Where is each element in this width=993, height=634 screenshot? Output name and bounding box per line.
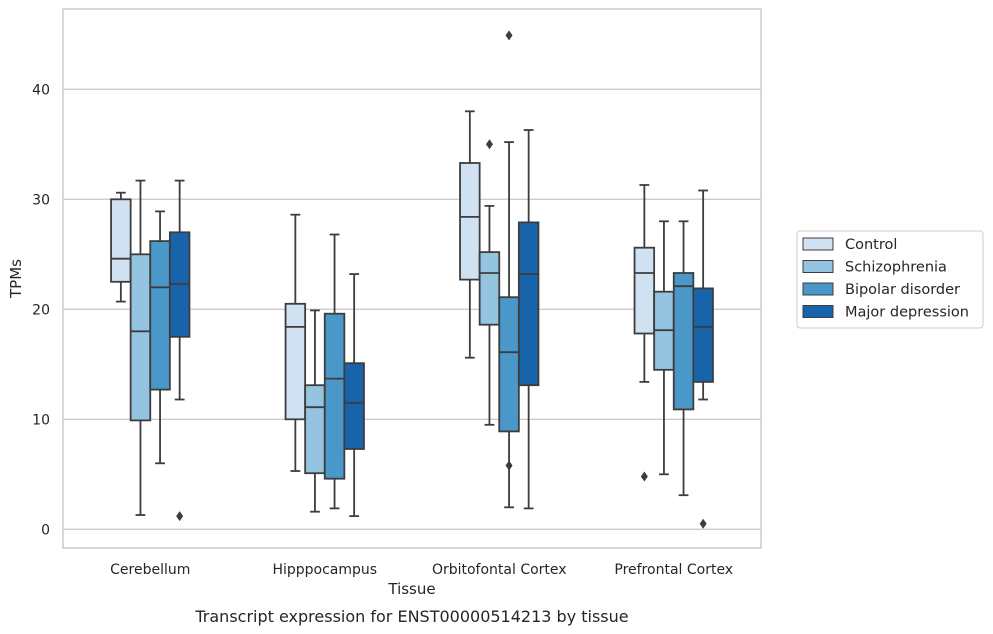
boxes [110,30,714,529]
iqr-box [459,162,481,281]
legend-swatch [802,260,834,273]
box-major-depression [517,129,540,510]
box-schizophrenia [304,309,326,513]
box-bipolar-disorder [498,30,520,509]
outlier-point [699,518,707,529]
legend-swatch [802,237,834,251]
iqr-box [498,296,520,433]
legend-swatch [802,282,834,296]
outlier-point [505,30,513,41]
y-tick-label: 40 [32,82,50,98]
iqr-box [110,198,132,283]
x-tick-label: Prefrontal Cortex [614,562,733,578]
y-tick-label: 0 [41,522,50,538]
box-major-depression [692,189,714,529]
outlier-point [505,460,513,471]
legend-swatch [802,305,834,318]
box-control [284,213,307,472]
box-control [459,110,481,359]
box-bipolar-disorder [323,233,346,510]
plot-frame [62,8,762,549]
iqr-box [517,221,540,387]
y-tick-label: 30 [32,192,50,208]
box-bipolar-disorder [672,220,695,497]
iqr-box [343,362,365,450]
x-tick-label: Cerebellum [110,562,190,578]
y-tick-label: 20 [32,302,50,318]
box-schizophrenia [478,139,501,426]
chart-caption: Transcript expression for ENST0000051421… [194,607,628,626]
iqr-box [633,246,656,335]
iqr-box [478,251,501,326]
outlier-point [485,139,493,150]
iqr-box [323,312,346,480]
legend-label: Control [845,237,897,253]
y-tick-labels: 0 10 20 30 40 [32,82,50,538]
y-axis-title: TPMs [7,259,25,299]
y-tick-label: 10 [32,412,50,428]
legend: Control Schizophrenia Bipolar disorder Majo… [796,230,984,329]
x-axis-title: Tissue [387,580,435,598]
box-major-depression [168,179,191,522]
box-control [633,184,656,482]
iqr-box [692,287,714,383]
legend-frame [796,230,984,329]
iqr-box [284,302,307,421]
legend-label: Bipolar disorder [845,282,960,298]
outlier-point [640,471,648,482]
legend-label: Schizophrenia [845,260,947,276]
iqr-box [129,253,152,422]
box-major-depression [343,273,365,517]
iqr-box [149,240,171,391]
x-tick-label: Hipppocampus [272,562,377,578]
iqr-box [672,272,695,411]
box-schizophrenia [653,220,675,476]
box-schizophrenia [129,179,152,516]
iqr-box [304,384,326,475]
box-control [110,191,132,303]
x-tick-labels: Cerebellum Hipppocampus Orbitofontal Corte… [110,562,733,578]
outlier-point [176,511,184,522]
legend-label: Major depression [845,305,969,321]
x-tick-label: Orbitofontal Cortex [432,562,567,578]
box-bipolar-disorder [149,210,171,465]
